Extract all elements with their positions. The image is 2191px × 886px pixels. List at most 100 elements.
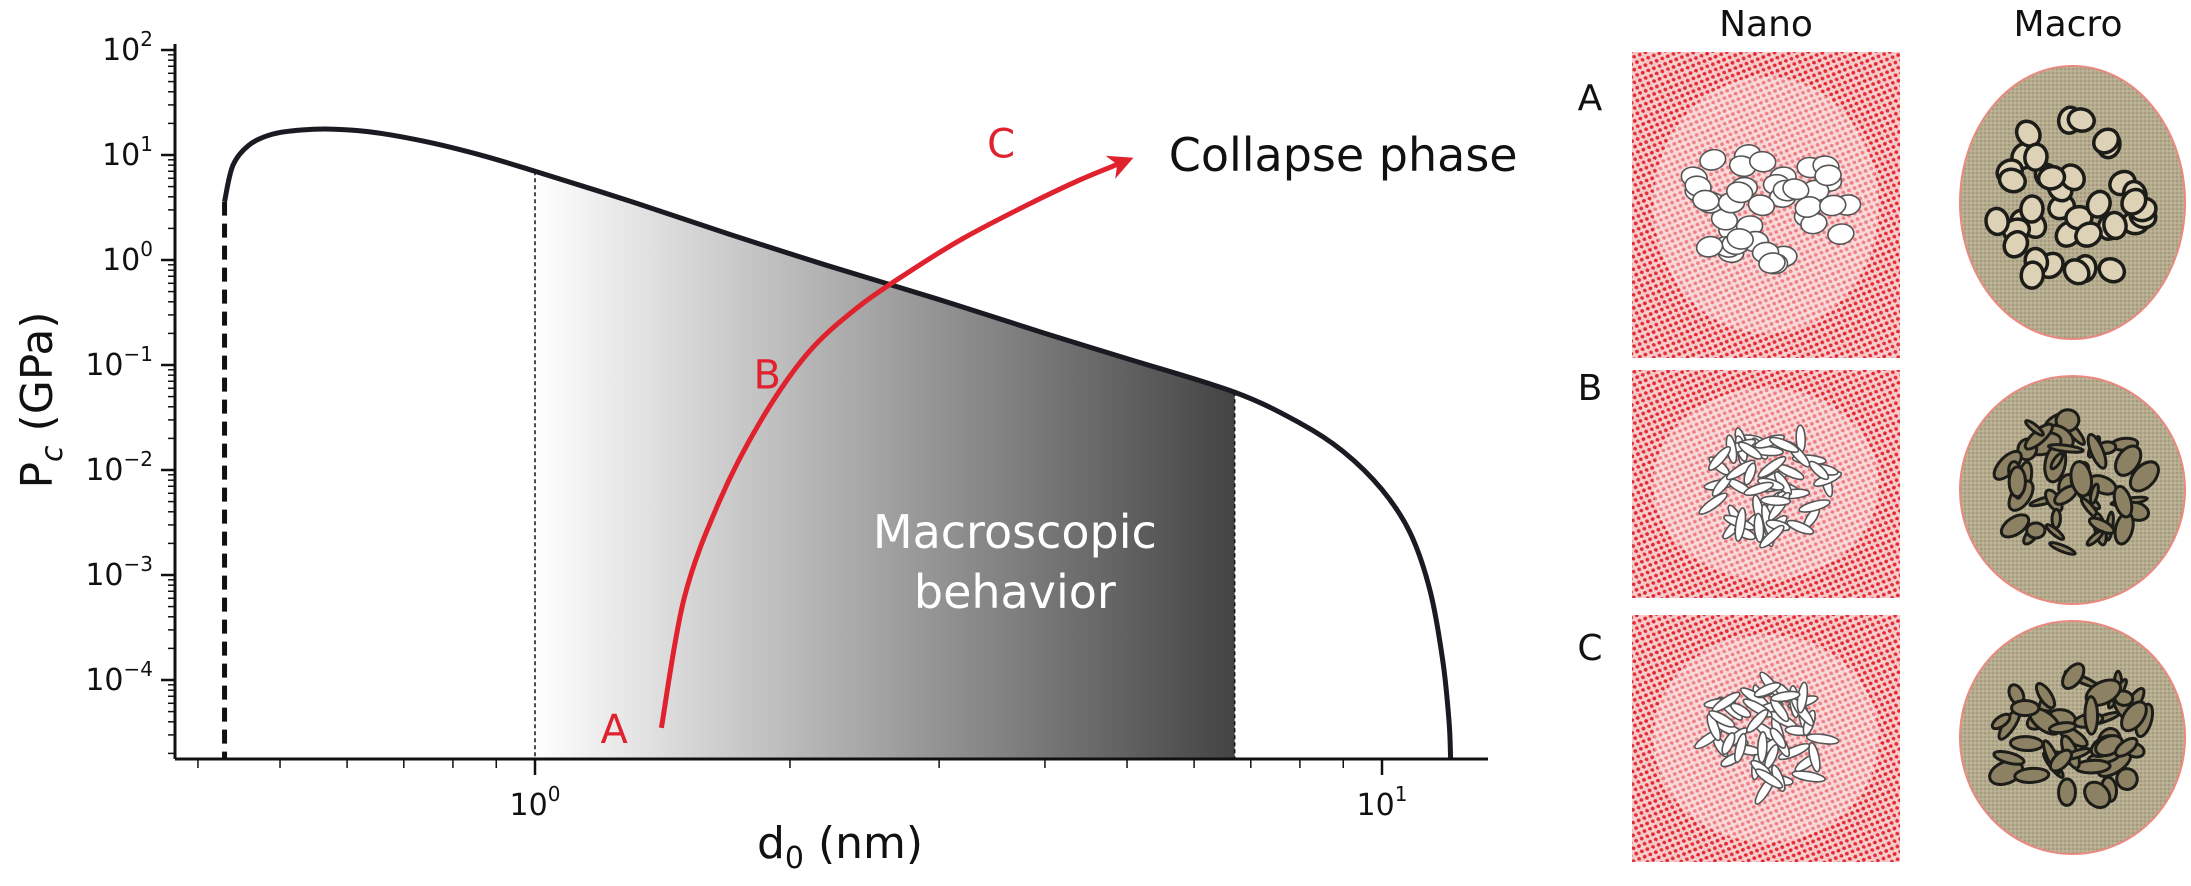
macro-cell [2036, 164, 2067, 191]
macro-cell [2102, 210, 2128, 241]
y-tick-label: 102 [102, 27, 153, 68]
nano-cell [1770, 690, 1801, 703]
x-axis-label: d0 (nm) [757, 818, 923, 876]
macro-cell [2013, 766, 2051, 784]
nano-panel-b [1632, 370, 1900, 598]
macro-cell [2025, 521, 2047, 540]
macro-cell [2128, 460, 2160, 493]
macro-cell [2097, 256, 2127, 284]
macro-cell [2066, 107, 2096, 133]
nano-cell [1808, 460, 1830, 481]
macro-panel-c [1959, 620, 2186, 855]
macro-cell [2112, 484, 2134, 519]
nano-cell [1814, 164, 1842, 187]
macro-cell [2074, 221, 2103, 248]
row-label-b: B [1578, 368, 1603, 409]
macro-cell [2115, 767, 2139, 791]
y-tick-label: 100 [102, 237, 153, 278]
x-tick-label: 101 [1357, 782, 1408, 823]
macro-cell [2114, 736, 2139, 758]
nano-cell [1743, 462, 1757, 486]
macro-cell [2023, 142, 2049, 172]
nano-panel-c [1632, 615, 1900, 862]
region-label: Macroscopic [873, 505, 1157, 559]
macro-cell [2114, 444, 2143, 477]
nano-cell [1707, 445, 1732, 471]
nano-cell [1758, 252, 1786, 274]
macro-cell [2002, 230, 2030, 259]
nano-cell [1808, 741, 1821, 773]
nano-cell [1786, 519, 1815, 535]
nano-cell [1748, 150, 1777, 173]
macroscopic-region-shading [535, 129, 1235, 759]
macro-cell [2062, 258, 2091, 286]
macro-cell [2061, 662, 2086, 690]
macro-cell [2088, 482, 2100, 506]
nano-cell [1782, 178, 1810, 201]
macro-cell [2010, 699, 2041, 718]
macro-cell [2044, 523, 2066, 541]
nano-cell [1746, 708, 1769, 734]
macro-cell [1992, 750, 2026, 766]
nano-cell [1769, 727, 1787, 749]
nano-cell [1725, 459, 1756, 481]
macro-cell [2120, 700, 2148, 733]
y-tick-label: 10−3 [85, 552, 153, 593]
nano-cell [1695, 235, 1724, 258]
macro-cell [2008, 735, 2045, 753]
macro-cell [2049, 451, 2065, 471]
nano-cell [1759, 524, 1785, 549]
macro-cell [1984, 206, 2010, 237]
macro-cell [1990, 712, 2012, 731]
macro-cell [2085, 189, 2112, 219]
region-label: behavior [914, 565, 1116, 619]
macro-cell [2019, 260, 2046, 290]
nano-cell [1827, 223, 1855, 245]
collapse-phase-annotation: Collapse phase [1169, 128, 1518, 182]
nano-cell [1726, 181, 1754, 204]
nano-cell [1798, 499, 1831, 513]
macro-cell [2092, 127, 2121, 155]
macro-cell [2050, 507, 2062, 530]
nano-cell [1737, 441, 1763, 460]
macro-cell [2024, 419, 2045, 437]
nano-cell [1708, 710, 1736, 728]
y-tick-label: 10−4 [85, 657, 153, 698]
nano-cell [1726, 228, 1754, 250]
y-tick-label: 101 [102, 132, 153, 173]
pressure-path-arrow [658, 155, 1134, 729]
nano-cell [1692, 189, 1720, 212]
x-tick-label: 100 [510, 782, 561, 823]
macro-cell [2019, 194, 2045, 224]
nano-cell [1819, 194, 1847, 217]
path-point-label: C [987, 121, 1015, 167]
nano-panel-a [1632, 52, 1900, 358]
row-label-a: A [1578, 78, 1603, 119]
nano-cell [1805, 733, 1840, 745]
nano-cell [1733, 732, 1747, 763]
macro-cell [1999, 513, 2031, 539]
nano-cell [1734, 507, 1747, 542]
macro-cell [2069, 460, 2094, 498]
macro-cell [2034, 682, 2057, 710]
nano-cell [1753, 681, 1782, 698]
macro-cell [2083, 780, 2112, 809]
nano-cell [1757, 455, 1787, 479]
macro-cell [2046, 443, 2085, 454]
path-point-label: A [600, 707, 628, 753]
nano-cell [1698, 492, 1728, 515]
nano-cell [1760, 495, 1792, 507]
nano-cell [1768, 436, 1800, 454]
macro-cell [2086, 433, 2108, 470]
nano-cell [1699, 148, 1727, 171]
macro-column-title: Macro [2014, 4, 2123, 45]
macro-cell [2083, 695, 2100, 736]
macro-cell [2007, 465, 2027, 499]
row-label-c: C [1577, 628, 1602, 669]
macro-cell [2048, 748, 2073, 773]
nano-column-title: Nano [1719, 4, 1813, 45]
macro-panel-b [1959, 375, 2186, 605]
macro-cell [2085, 529, 2105, 547]
y-axis-label: Pc (GPa) [12, 312, 70, 489]
